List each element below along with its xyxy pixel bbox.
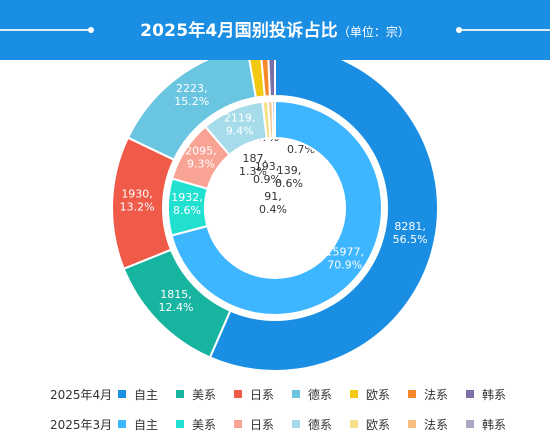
slice-outer-0[interactable] <box>208 60 439 372</box>
data-label-inner-4: 193, 0.9% <box>253 160 281 186</box>
legend-swatch <box>118 390 126 398</box>
chart-title: 2025年4月国别投诉占比 <box>140 21 338 41</box>
legend-label: 欧系 <box>366 388 391 402</box>
legend-swatch <box>118 420 126 428</box>
legend-item-1[interactable]: 美系 <box>176 386 216 403</box>
legend-row-inner: 2025年3月 自主 美系 日系 德系 欧系 法系 韩系 <box>0 413 550 433</box>
legend-item-2[interactable]: 日系 <box>234 416 274 433</box>
legend-swatch <box>234 390 242 398</box>
data-label-inner-5: 139, 0.6% <box>275 164 303 190</box>
legend-label: 自主 <box>134 418 159 432</box>
data-label-outer-3: 2223, 15.2% <box>174 82 209 108</box>
legend-swatch <box>466 420 474 428</box>
legend-label: 韩系 <box>482 418 507 432</box>
legend-label: 德系 <box>308 418 333 432</box>
header-left-dot <box>88 27 94 33</box>
legend-label: 自主 <box>134 388 159 402</box>
slice-inner-0[interactable] <box>170 99 383 316</box>
title-wrap: 2025年4月国别投诉占比（单位：宗） <box>0 16 550 41</box>
legend-swatch <box>176 420 184 428</box>
data-label-inner-2: 2095, 9.3% <box>185 144 217 170</box>
data-label-inner-0: 15977, 70.9% <box>326 246 365 272</box>
legend-swatch <box>292 390 300 398</box>
data-label-outer-1: 1815, 12.4% <box>159 288 194 314</box>
legend-series-name: 2025年3月 <box>50 418 113 432</box>
legend-item-3[interactable]: 德系 <box>292 416 332 433</box>
ring-outer <box>111 60 439 372</box>
legend-series-name: 2025年4月 <box>50 388 113 402</box>
chart-header: 2025年4月国别投诉占比（单位：宗） <box>0 0 550 60</box>
legend-item-6[interactable]: 韩系 <box>466 416 506 433</box>
legend-item-3[interactable]: 德系 <box>292 386 332 403</box>
slice-outer-3[interactable] <box>126 60 258 162</box>
legend-item-4[interactable]: 欧系 <box>350 386 390 403</box>
data-label-inner-3: 2119, 9.4% <box>224 111 256 137</box>
legend-label: 日系 <box>250 418 275 432</box>
ring-inner <box>167 99 383 316</box>
legend-swatch <box>466 390 474 398</box>
header-right-line <box>460 29 550 31</box>
legend-item-5[interactable]: 法系 <box>408 416 448 433</box>
header-right-dot <box>456 27 462 33</box>
slice-outer-6[interactable] <box>267 60 276 98</box>
nested-donut-chart: 8281, 56.5% 1815, 12.4% 1930, 13.2% 2223, 15.2%… <box>111 60 439 372</box>
data-label-outer-4: 187, 1.3% <box>239 152 267 178</box>
legend-swatch <box>408 420 416 428</box>
legend-item-5[interactable]: 法系 <box>408 386 448 403</box>
header-left-line <box>0 29 90 31</box>
legend-label: 法系 <box>424 388 449 402</box>
data-label-inner-6: 91, 0.4% <box>259 190 287 216</box>
legend-label: 韩系 <box>482 388 507 402</box>
legend-item-1[interactable]: 美系 <box>176 416 216 433</box>
legend-label: 德系 <box>308 388 333 402</box>
legend-swatch <box>234 420 242 428</box>
legend-item-6[interactable]: 韩系 <box>466 386 506 403</box>
legend-item-0[interactable]: 自主 <box>118 386 158 403</box>
legend-label: 美系 <box>192 388 217 402</box>
legend-item-4[interactable]: 欧系 <box>350 416 390 433</box>
legend-label: 日系 <box>250 388 275 402</box>
slice-inner-6[interactable] <box>271 99 276 140</box>
chart-unit: （单位：宗） <box>337 25 410 39</box>
legend-swatch <box>350 390 358 398</box>
data-label-outer-0: 8281, 56.5% <box>393 220 428 246</box>
legend-swatch <box>350 420 358 428</box>
legend-swatch <box>176 390 184 398</box>
legend-label: 法系 <box>424 418 449 432</box>
legend-swatch <box>408 390 416 398</box>
legend-row-outer: 2025年4月 自主 美系 日系 德系 欧系 法系 韩系 <box>0 383 550 403</box>
legend-label: 美系 <box>192 418 217 432</box>
legend-item-0[interactable]: 自主 <box>118 416 158 433</box>
legend-item-2[interactable]: 日系 <box>234 386 274 403</box>
legend-label: 欧系 <box>366 418 391 432</box>
legend-swatch <box>292 420 300 428</box>
data-label-outer-2: 1930, 13.2% <box>120 188 155 214</box>
data-label-inner-1: 1932, 8.6% <box>171 191 203 217</box>
